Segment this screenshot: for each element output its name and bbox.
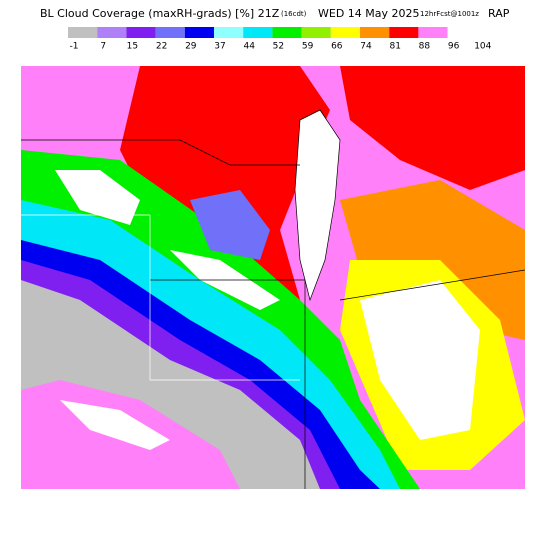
color-legend: -1 7 15 22 29 37 44 52 59 66 74 81 88 96 104 <box>68 27 492 52</box>
legend-label: 22 <box>156 42 167 52</box>
legend-swatch <box>447 27 477 38</box>
legend-swatch <box>360 27 390 38</box>
borders <box>21 139 525 489</box>
legend-swatch <box>272 27 302 38</box>
date: WED 14 May 2025 <box>318 7 420 20</box>
field-white <box>60 400 170 450</box>
legend-label: 7 <box>100 42 106 52</box>
legend-label: 96 <box>448 42 460 52</box>
legend-label: 66 <box>331 42 343 52</box>
legend-swatch <box>330 27 360 38</box>
title: BL Cloud Coverage (maxRH-grads) [%] 21Z <box>40 7 280 20</box>
legend-label: 29 <box>185 42 197 52</box>
legend-swatch <box>301 27 331 38</box>
legend-label: 88 <box>419 42 431 52</box>
legend-label: -1 <box>70 42 79 52</box>
legend-label: 52 <box>273 42 284 52</box>
time-zone: (16cdt) <box>281 10 307 18</box>
model: RAP <box>488 7 510 20</box>
legend-swatch <box>155 27 185 38</box>
legend-swatch <box>418 27 448 38</box>
legend-swatch <box>389 27 419 38</box>
map <box>21 66 525 489</box>
forecast: 12hrFcst@1001z <box>420 10 479 18</box>
legend-label: 44 <box>243 42 255 52</box>
field-red <box>340 66 525 190</box>
state-lines <box>21 214 300 381</box>
legend-label: 74 <box>360 42 372 52</box>
legend-swatch <box>68 27 98 38</box>
legend-swatch <box>184 27 214 38</box>
legend-swatch <box>126 27 156 38</box>
legend-swatch <box>214 27 244 38</box>
legend-label: 81 <box>389 42 400 52</box>
field-white <box>55 170 140 225</box>
field-white <box>360 280 480 440</box>
legend-label: 104 <box>474 42 491 52</box>
legend-swatch <box>97 27 127 38</box>
lake <box>294 109 341 302</box>
legend-label: 37 <box>214 42 225 52</box>
field-violet <box>190 190 270 260</box>
legend-swatch <box>243 27 273 38</box>
legend-label: 15 <box>127 42 138 52</box>
legend-label: 59 <box>302 42 314 52</box>
